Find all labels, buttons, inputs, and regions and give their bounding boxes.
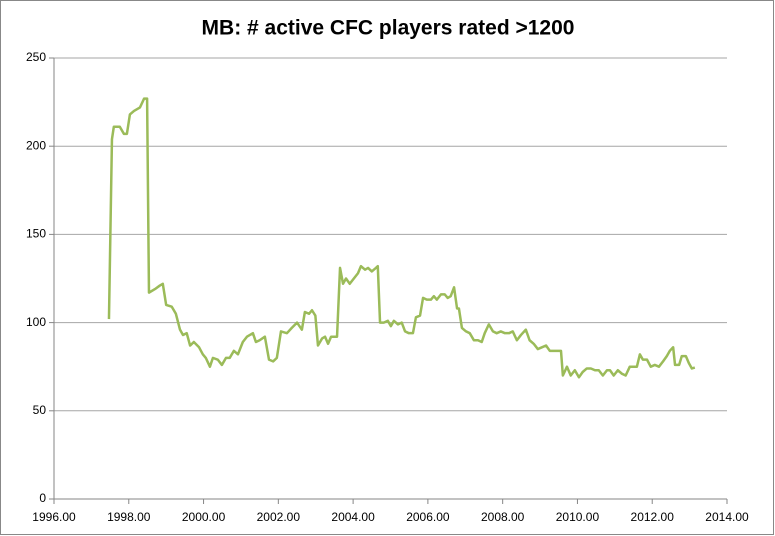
x-tick-label: 2010.00 [556, 510, 600, 524]
x-tick-label: 2012.00 [631, 510, 675, 524]
chart-title: MB: # active CFC players rated >1200 [202, 17, 575, 40]
y-tick-label: 0 [39, 491, 46, 505]
y-tick-label: 50 [33, 403, 47, 417]
y-tick-label: 100 [26, 315, 46, 329]
x-tick-label: 2002.00 [257, 510, 301, 524]
x-tick-label: 2000.00 [182, 510, 226, 524]
y-tick-label: 250 [26, 50, 46, 64]
x-tick-label: 1998.00 [107, 510, 151, 524]
x-tick-label: 2004.00 [331, 510, 375, 524]
y-tick-label: 200 [26, 138, 46, 152]
x-tick-label: 2008.00 [481, 510, 525, 524]
x-tick-label: 2014.00 [705, 510, 749, 524]
x-tick-label: 2006.00 [406, 510, 450, 524]
data-line [107, 97, 696, 379]
x-tick-label: 1996.00 [32, 510, 76, 524]
y-tick-label: 150 [26, 227, 46, 241]
